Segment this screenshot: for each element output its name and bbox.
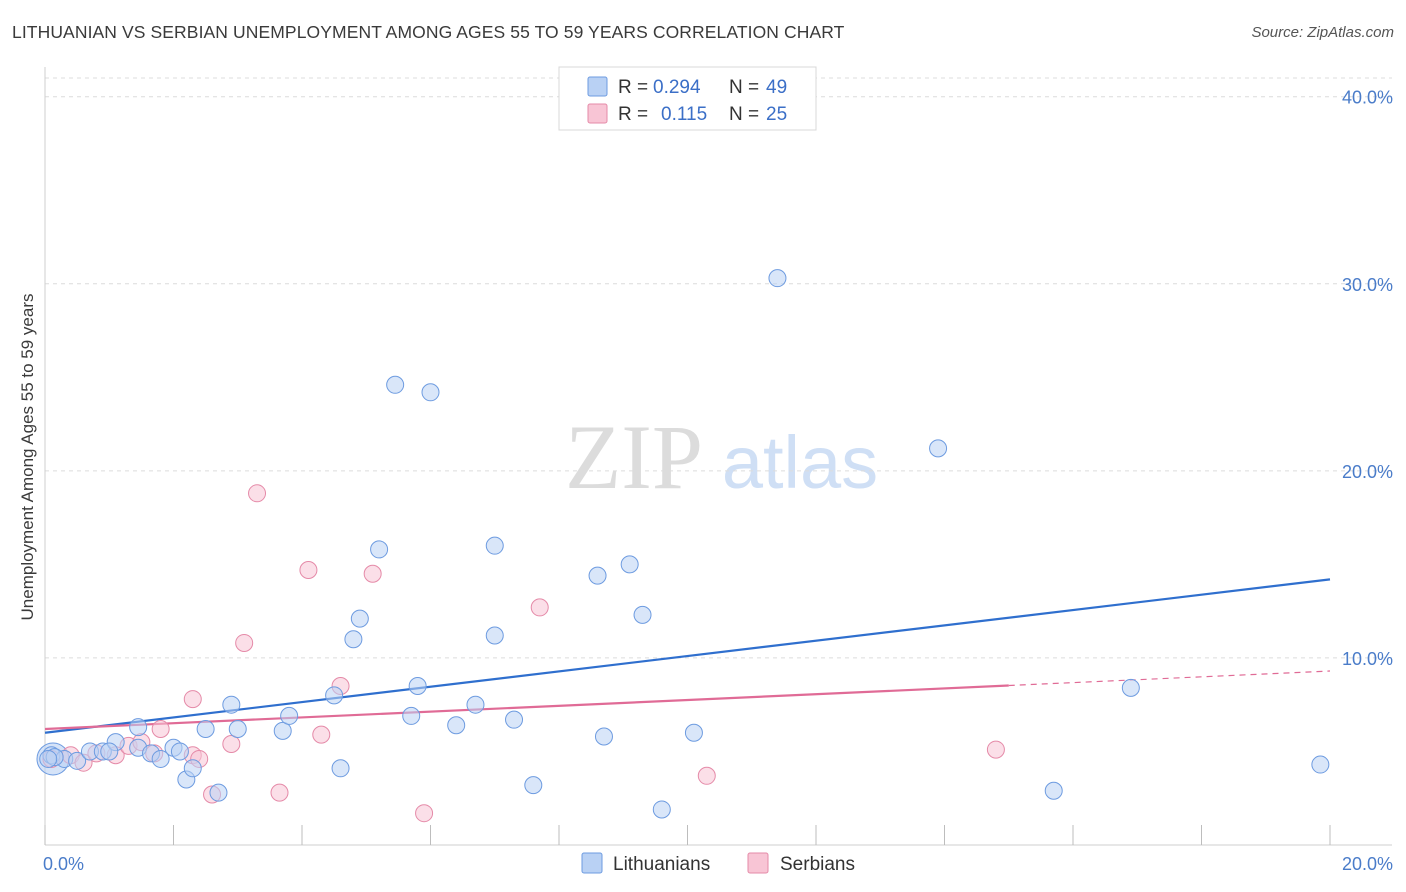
point-lithuanians	[1311, 755, 1330, 774]
point-serbians	[312, 725, 331, 744]
point-lithuanians	[421, 383, 440, 402]
series-legend-label-lithuanians: Lithuanians	[613, 854, 710, 875]
point-serbians	[183, 690, 202, 709]
point-lithuanians	[183, 759, 202, 778]
data-points	[36, 269, 1330, 823]
point-lithuanians	[594, 727, 613, 746]
legend-n-value-serbians: 25	[766, 104, 787, 125]
point-lithuanians	[386, 375, 405, 394]
point-lithuanians	[344, 630, 363, 649]
x-tick-label: 20.0%	[1342, 854, 1393, 874]
legend-r-label-lithuanians: R =	[618, 77, 648, 98]
chart-source: Source: ZipAtlas.com	[1251, 24, 1394, 41]
point-lithuanians	[325, 686, 344, 705]
point-lithuanians	[100, 742, 119, 761]
series-legend-label-serbians: Serbians	[780, 854, 855, 875]
point-lithuanians	[402, 706, 421, 725]
legend-swatch-lithuanians	[587, 76, 608, 97]
series-legend-swatch-serbians	[747, 852, 769, 874]
point-serbians	[235, 633, 254, 652]
point-serbians	[530, 598, 549, 617]
series-legend: Lithuanians Serbians	[581, 852, 855, 875]
point-serbians	[151, 720, 170, 739]
point-serbians	[986, 740, 1005, 759]
point-lithuanians	[331, 759, 350, 778]
point-lithuanians	[588, 566, 607, 585]
legend-r-value-lithuanians: 0.294	[653, 77, 701, 98]
point-lithuanians	[768, 269, 787, 288]
point-lithuanians	[485, 626, 504, 645]
series-legend-swatch-lithuanians	[581, 852, 603, 874]
x-tick-label: 0.0%	[43, 854, 84, 874]
point-lithuanians	[1121, 678, 1140, 697]
y-tick-label: 40.0%	[1342, 88, 1393, 108]
point-serbians	[248, 484, 267, 503]
point-lithuanians	[684, 723, 703, 742]
point-lithuanians	[652, 800, 671, 819]
point-lithuanians	[350, 609, 369, 628]
watermark-atlas: atlas	[722, 421, 878, 504]
point-lithuanians	[370, 540, 389, 559]
point-lithuanians	[129, 718, 148, 737]
chart-title: LITHUANIAN VS SERBIAN UNEMPLOYMENT AMONG…	[12, 22, 845, 42]
watermark: ZIP atlas	[565, 406, 878, 508]
point-serbians	[415, 804, 434, 823]
point-lithuanians	[447, 716, 466, 735]
axes	[44, 67, 1392, 846]
trend-line-serbians-extrapolated	[1008, 670, 1331, 687]
y-tick-label: 30.0%	[1342, 275, 1393, 295]
point-lithuanians	[228, 720, 247, 739]
legend-swatch-serbians	[587, 103, 608, 124]
legend-r-label-serbians: R =	[618, 104, 648, 125]
point-serbians	[270, 783, 289, 802]
point-lithuanians	[68, 751, 87, 770]
point-serbians	[363, 564, 382, 583]
point-lithuanians	[929, 439, 948, 458]
point-lithuanians	[466, 695, 485, 714]
point-lithuanians	[408, 676, 427, 695]
point-lithuanians	[273, 721, 292, 740]
legend-n-value-lithuanians: 49	[766, 77, 787, 98]
trend-line-lithuanians	[44, 578, 1331, 734]
point-lithuanians	[280, 706, 299, 725]
point-lithuanians	[222, 695, 241, 714]
point-serbians	[697, 766, 716, 785]
y-tick-label: 20.0%	[1342, 462, 1393, 482]
point-lithuanians	[209, 783, 228, 802]
legend-n-label-lithuanians: N =	[729, 77, 759, 98]
point-lithuanians	[620, 555, 639, 574]
y-axis-label: Unemployment Among Ages 55 to 59 years	[18, 294, 37, 621]
point-lithuanians	[524, 776, 543, 795]
point-lithuanians	[39, 749, 58, 768]
point-serbians	[222, 734, 241, 753]
y-tick-label: 10.0%	[1342, 649, 1393, 669]
gridlines	[45, 77, 1392, 659]
point-lithuanians	[633, 605, 652, 624]
point-lithuanians	[485, 536, 504, 555]
legend-r-value-serbians: 0.115	[661, 104, 707, 125]
point-lithuanians	[151, 749, 170, 768]
legend-n-label-serbians: N =	[729, 104, 759, 125]
point-lithuanians	[505, 710, 524, 729]
watermark-zip: ZIP	[565, 406, 703, 508]
point-lithuanians	[170, 742, 189, 761]
tick-labels: 10.0% 20.0% 30.0% 40.0% 0.0% 20.0%	[43, 88, 1393, 874]
stats-legend: R = 0.294 N = 49 R = 0.115 N = 25	[558, 66, 817, 131]
point-lithuanians	[1044, 781, 1063, 800]
point-lithuanians	[196, 720, 215, 739]
point-serbians	[299, 561, 318, 580]
